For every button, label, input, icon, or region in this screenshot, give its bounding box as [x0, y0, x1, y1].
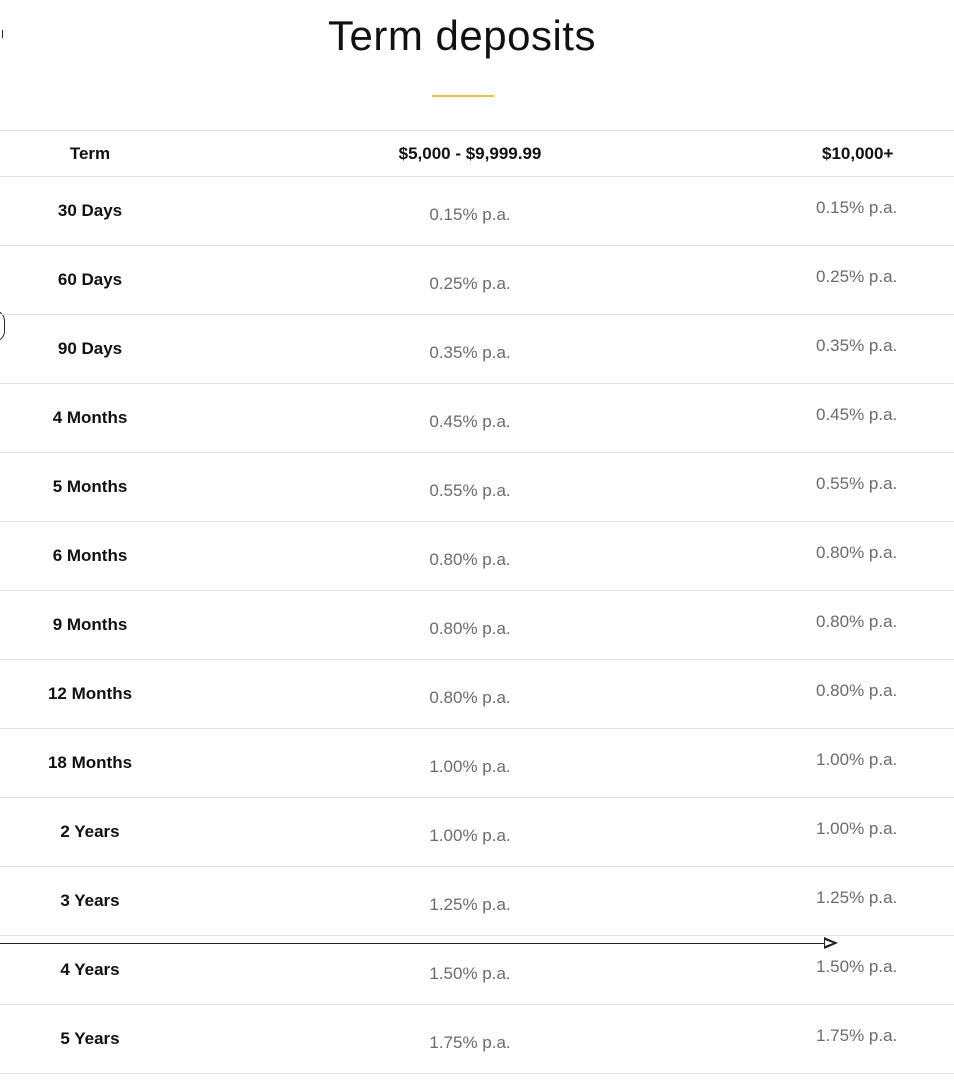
edge-mark-top	[0, 30, 3, 38]
rate-mid-cell: 0.80% p.a.	[180, 590, 760, 660]
table-row: 5 Months 0.55% p.a. 0.55% p.a.	[0, 452, 954, 522]
table-row: 30 Days 0.15% p.a. 0.15% p.a.	[0, 176, 954, 246]
rate-mid-cell: 1.75% p.a.	[180, 1004, 760, 1074]
term-cell: 12 Months	[0, 659, 180, 729]
rate-high-cell: 0.25% p.a.	[760, 245, 954, 315]
arrow-head-inner	[825, 940, 833, 946]
rate-mid-cell: 0.35% p.a.	[180, 314, 760, 384]
term-cell: 5 Months	[0, 452, 180, 522]
table-header-row: Term $5,000 - $9,999.99 $10,000+	[0, 130, 954, 177]
header-tier-mid: $5,000 - $9,999.99	[180, 130, 760, 177]
table-row: 12 Months 0.80% p.a. 0.80% p.a.	[0, 659, 954, 729]
rate-mid-cell: 0.45% p.a.	[180, 383, 760, 453]
rate-high-cell: 0.55% p.a.	[760, 452, 954, 522]
annotation-arrow-line	[0, 943, 826, 944]
rate-high-cell: 0.35% p.a.	[760, 314, 954, 384]
rate-high-cell: 1.25% p.a.	[760, 866, 954, 936]
term-cell: 60 Days	[0, 245, 180, 315]
term-deposit-rates-table: Term $5,000 - $9,999.99 $10,000+ 30 Days…	[0, 130, 954, 1074]
rate-high-cell: 1.75% p.a.	[760, 1004, 954, 1074]
rate-mid-cell: 1.00% p.a.	[180, 728, 760, 798]
term-cell: 18 Months	[0, 728, 180, 798]
title-accent-divider	[432, 95, 494, 97]
term-cell: 90 Days	[0, 314, 180, 384]
table-row: 9 Months 0.80% p.a. 0.80% p.a.	[0, 590, 954, 660]
table-row: 6 Months 0.80% p.a. 0.80% p.a.	[0, 521, 954, 591]
term-cell: 9 Months	[0, 590, 180, 660]
table-row: 2 Years 1.00% p.a. 1.00% p.a.	[0, 797, 954, 867]
term-cell: 4 Years	[0, 935, 180, 1005]
rate-high-cell: 0.80% p.a.	[760, 659, 954, 729]
term-cell: 30 Days	[0, 176, 180, 246]
table-row: 90 Days 0.35% p.a. 0.35% p.a.	[0, 314, 954, 384]
table-row: 5 Years 1.75% p.a. 1.75% p.a.	[0, 1004, 954, 1074]
term-cell: 6 Months	[0, 521, 180, 591]
term-cell: 4 Months	[0, 383, 180, 453]
table-row: 4 Months 0.45% p.a. 0.45% p.a.	[0, 383, 954, 453]
rate-mid-cell: 0.80% p.a.	[180, 659, 760, 729]
rate-mid-cell: 0.55% p.a.	[180, 452, 760, 522]
rate-high-cell: 0.80% p.a.	[760, 590, 954, 660]
table-row: 18 Months 1.00% p.a. 1.00% p.a.	[0, 728, 954, 798]
rate-high-cell: 1.00% p.a.	[760, 797, 954, 867]
rate-high-cell: 0.80% p.a.	[760, 521, 954, 591]
table-row: 3 Years 1.25% p.a. 1.25% p.a.	[0, 866, 954, 936]
rate-high-cell: 0.45% p.a.	[760, 383, 954, 453]
rate-high-cell: 1.00% p.a.	[760, 728, 954, 798]
header-term: Term	[0, 130, 180, 177]
term-cell: 2 Years	[0, 797, 180, 867]
rate-mid-cell: 0.15% p.a.	[180, 176, 760, 246]
rate-mid-cell: 1.00% p.a.	[180, 797, 760, 867]
rate-mid-cell: 1.25% p.a.	[180, 866, 760, 936]
table-row: 4 Years 1.50% p.a. 1.50% p.a.	[0, 935, 954, 1005]
rate-high-cell: 0.15% p.a.	[760, 176, 954, 246]
term-cell: 3 Years	[0, 866, 180, 936]
header-tier-high: $10,000+	[760, 130, 954, 177]
rate-mid-cell: 1.50% p.a.	[180, 935, 760, 1005]
page-title: Term deposits	[328, 12, 596, 59]
table-row: 60 Days 0.25% p.a. 0.25% p.a.	[0, 245, 954, 315]
rate-mid-cell: 0.80% p.a.	[180, 521, 760, 591]
rate-high-cell: 1.50% p.a.	[760, 935, 954, 1005]
term-cell: 5 Years	[0, 1004, 180, 1074]
rate-mid-cell: 0.25% p.a.	[180, 245, 760, 315]
rate-rows: 30 Days 0.15% p.a. 0.15% p.a. 60 Days 0.…	[0, 176, 954, 1074]
